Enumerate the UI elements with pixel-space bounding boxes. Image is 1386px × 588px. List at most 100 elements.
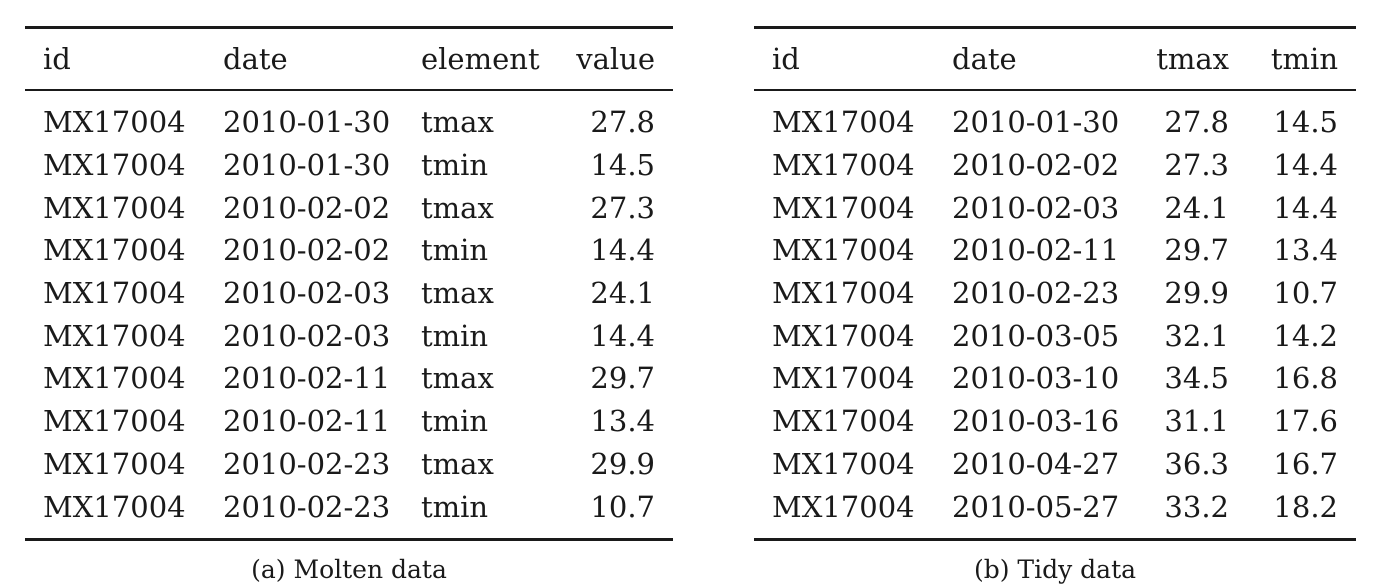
table-row: MX17004 2010-02-02 tmax 27.3 — [25, 186, 673, 229]
cell-date: 2010-02-03 — [223, 276, 391, 311]
table-header-row: id date tmax tmin — [754, 27, 1356, 90]
cell-id: MX17004 — [772, 105, 915, 140]
cell-date: 2010-03-16 — [952, 404, 1120, 439]
cell-tmin: 10.7 — [1273, 276, 1338, 311]
cell-id: MX17004 — [772, 489, 915, 524]
table-row: MX17004 2010-02-11 tmin 13.4 — [25, 400, 673, 443]
cell-value: 29.7 — [590, 361, 655, 396]
table-row: MX17004 2010-03-10 34.5 16.8 — [754, 357, 1356, 400]
cell-tmax: 34.5 — [1164, 361, 1229, 396]
table-row: MX17004 2010-02-03 tmax 24.1 — [25, 272, 673, 315]
cell-tmin: 14.5 — [1273, 105, 1338, 140]
cell-id: MX17004 — [43, 276, 186, 311]
table-row: MX17004 2010-02-03 24.1 14.4 — [754, 186, 1356, 229]
cell-tmax: 33.2 — [1164, 489, 1229, 524]
cell-date: 2010-02-02 — [223, 233, 391, 268]
cell-id: MX17004 — [772, 361, 915, 396]
cell-element: tmax — [421, 276, 494, 311]
cell-value: 27.8 — [590, 105, 655, 140]
cell-date: 2010-02-11 — [223, 404, 391, 439]
molten-data-table: id date element value MX17004 2010-01-30 t… — [25, 26, 673, 541]
cell-date: 2010-02-02 — [223, 190, 391, 225]
cell-id: MX17004 — [43, 361, 186, 396]
cell-id: MX17004 — [43, 318, 186, 353]
cell-tmin: 14.4 — [1273, 148, 1338, 183]
table-row: MX17004 2010-05-27 33.2 18.2 — [754, 485, 1356, 539]
table-row: MX17004 2010-02-11 29.7 13.4 — [754, 229, 1356, 272]
molten-data-panel: id date element value MX17004 2010-01-30 t… — [25, 26, 673, 584]
cell-id: MX17004 — [43, 446, 186, 481]
tidy-data-body: MX17004 2010-01-30 27.8 14.5 MX17004 2010-02-… — [754, 90, 1356, 540]
tidy-data-table: id date tmax tmin MX17004 2010-01-30 27.8 1… — [754, 26, 1356, 541]
cell-id: MX17004 — [772, 190, 915, 225]
cell-date: 2010-01-30 — [223, 148, 391, 183]
cell-id: MX17004 — [772, 318, 915, 353]
cell-id: MX17004 — [43, 105, 186, 140]
cell-tmin: 16.7 — [1273, 446, 1338, 481]
cell-element: tmin — [421, 489, 489, 524]
cell-date: 2010-01-30 — [952, 105, 1120, 140]
table-row: MX17004 2010-02-03 tmin 14.4 — [25, 314, 673, 357]
cell-element: tmax — [421, 190, 494, 225]
cell-tmax: 27.8 — [1164, 105, 1229, 140]
cell-id: MX17004 — [772, 276, 915, 311]
cell-tmax: 29.7 — [1164, 233, 1229, 268]
cell-element: tmin — [421, 318, 489, 353]
tidy-data-panel: id date tmax tmin MX17004 2010-01-30 27.8 1… — [754, 26, 1356, 584]
table-row: MX17004 2010-02-02 tmin 14.4 — [25, 229, 673, 272]
cell-value: 24.1 — [590, 276, 655, 311]
cell-tmax: 36.3 — [1164, 446, 1229, 481]
cell-id: MX17004 — [43, 190, 186, 225]
cell-element: tmin — [421, 148, 489, 183]
cell-date: 2010-03-10 — [952, 361, 1120, 396]
cell-tmin: 14.4 — [1273, 190, 1338, 225]
cell-tmin: 13.4 — [1273, 233, 1338, 268]
cell-element: tmax — [421, 361, 494, 396]
molten-data-body: MX17004 2010-01-30 tmax 27.8 MX17004 2010-01-… — [25, 90, 673, 540]
cell-date: 2010-04-27 — [952, 446, 1120, 481]
table-row: MX17004 2010-02-23 tmax 29.9 — [25, 443, 673, 486]
table-row: MX17004 2010-02-02 27.3 14.4 — [754, 144, 1356, 187]
column-header-date: date — [223, 42, 288, 76]
cell-id: MX17004 — [43, 233, 186, 268]
cell-id: MX17004 — [772, 233, 915, 268]
cell-tmax: 31.1 — [1164, 404, 1229, 439]
cell-date: 2010-02-23 — [223, 446, 391, 481]
column-header-value: value — [576, 42, 655, 76]
table-header-row: id date element value — [25, 27, 673, 90]
molten-data-caption: (a) Molten data — [251, 554, 447, 584]
cell-date: 2010-02-03 — [223, 318, 391, 353]
cell-tmin: 16.8 — [1273, 361, 1338, 396]
column-header-tmax: tmax — [1156, 42, 1229, 76]
cell-date: 2010-05-27 — [952, 489, 1120, 524]
cell-tmax: 27.3 — [1164, 148, 1229, 183]
tidy-data-caption: (b) Tidy data — [973, 554, 1137, 584]
cell-tmin: 18.2 — [1273, 489, 1338, 524]
cell-tmax: 32.1 — [1164, 318, 1229, 353]
cell-id: MX17004 — [772, 404, 915, 439]
cell-value: 27.3 — [590, 190, 655, 225]
cell-tmin: 14.2 — [1273, 318, 1338, 353]
cell-element: tmin — [421, 404, 489, 439]
cell-date: 2010-02-03 — [952, 190, 1120, 225]
column-header-tmin: tmin — [1270, 42, 1338, 76]
column-header-element: element — [421, 42, 540, 76]
cell-id: MX17004 — [772, 446, 915, 481]
cell-value: 14.5 — [590, 148, 655, 183]
table-row: MX17004 2010-01-30 tmin 14.5 — [25, 144, 673, 187]
cell-value: 10.7 — [590, 489, 655, 524]
cell-tmax: 29.9 — [1164, 276, 1229, 311]
cell-date: 2010-02-11 — [952, 233, 1120, 268]
cell-date: 2010-02-11 — [223, 361, 391, 396]
cell-element: tmin — [421, 233, 489, 268]
cell-element: tmax — [421, 446, 494, 481]
cell-id: MX17004 — [43, 404, 186, 439]
cell-id: MX17004 — [43, 148, 186, 183]
cell-id: MX17004 — [43, 489, 186, 524]
cell-value: 14.4 — [590, 233, 655, 268]
table-row: MX17004 2010-03-05 32.1 14.2 — [754, 314, 1356, 357]
table-row: MX17004 2010-04-27 36.3 16.7 — [754, 443, 1356, 486]
column-header-id: id — [772, 42, 800, 76]
table-row: MX17004 2010-03-16 31.1 17.6 — [754, 400, 1356, 443]
cell-date: 2010-02-23 — [223, 489, 391, 524]
